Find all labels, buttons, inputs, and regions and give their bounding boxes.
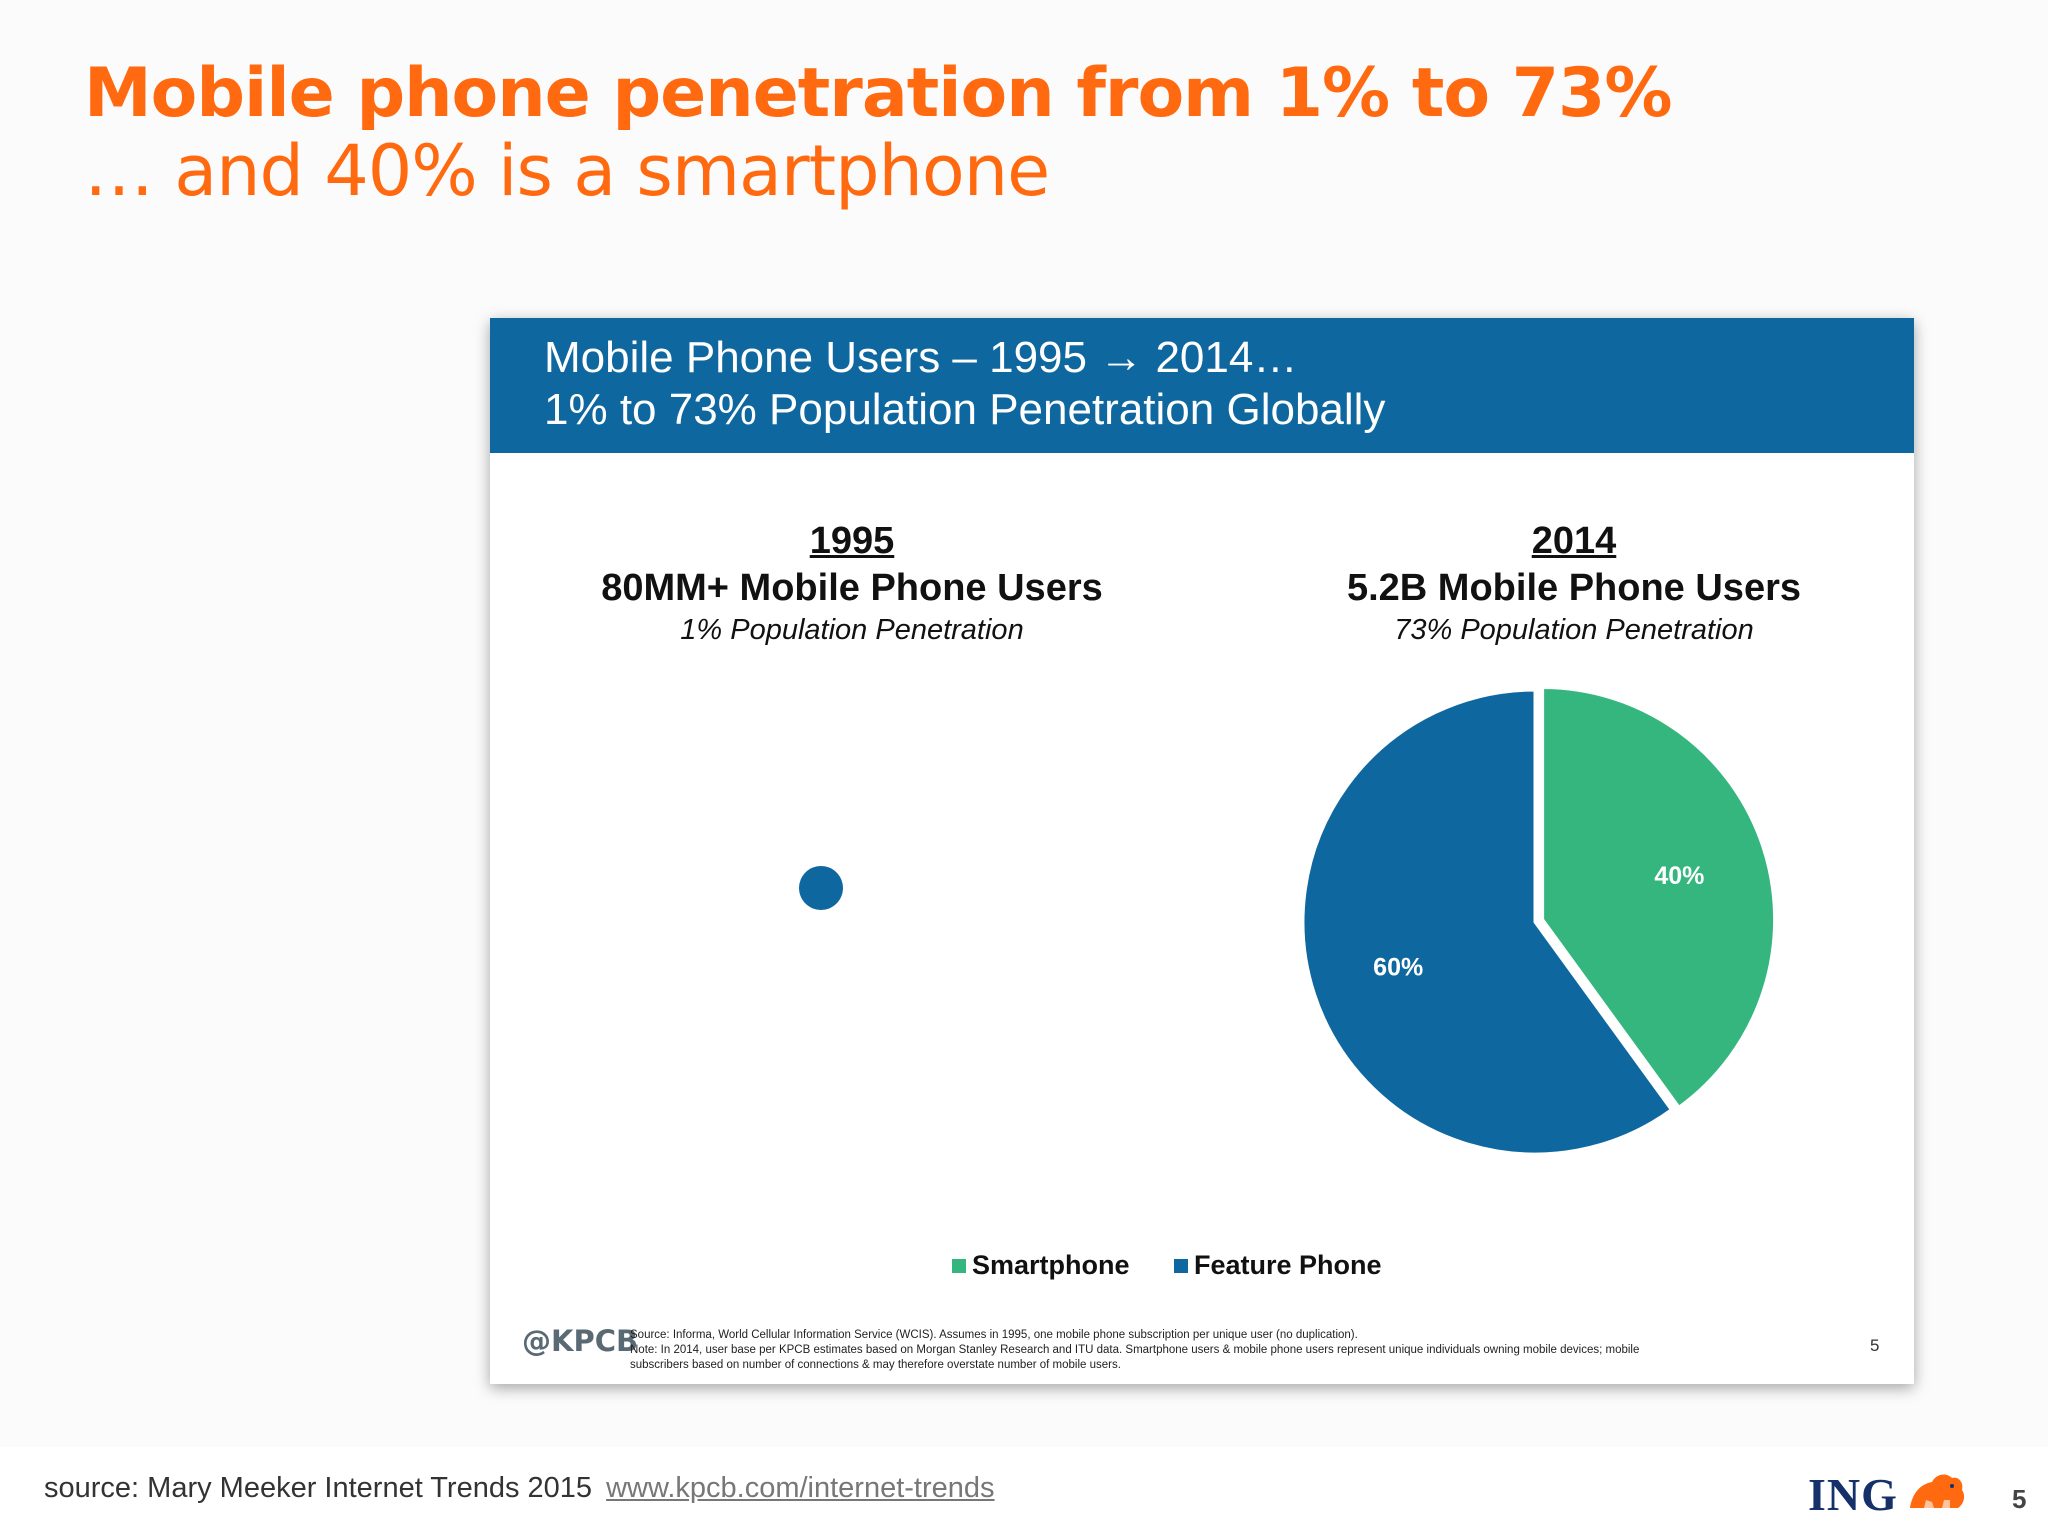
- legend-label-feature-phone: Feature Phone: [1194, 1250, 1382, 1280]
- source-caption: source: Mary Meeker Internet Trends 2015…: [44, 1472, 995, 1505]
- slide-subtitle: … and 40% is a smartphone: [84, 130, 1050, 212]
- source-text: source: Mary Meeker Internet Trends 2015: [44, 1472, 593, 1504]
- source-link[interactable]: www.kpcb.com/internet-trends: [606, 1472, 995, 1504]
- penetration-label-1995: 1% Population Penetration: [680, 614, 1024, 646]
- slide-title: Mobile phone penetration from 1% to 73%: [84, 54, 1672, 133]
- source-notes: Source: Informa, World Cellular Informat…: [630, 1328, 1860, 1373]
- footer-bar: [0, 1447, 2048, 1536]
- panel-header-line-1: Mobile Phone Users – 1995 → 2014…: [544, 333, 1298, 382]
- legend-swatch-smartphone: [952, 1258, 966, 1273]
- kpcb-logo: @KPCB: [522, 1324, 639, 1358]
- ing-logo: ING: [1808, 1469, 1898, 1520]
- pie-chart: 40% 60%: [1301, 686, 1777, 1156]
- penetration-label-2014: 73% Population Penetration: [1394, 614, 1754, 646]
- column-1995: 1995 80MM+ Mobile Phone Users 1% Populat…: [542, 518, 1162, 648]
- legend-item-smartphone: Smartphone: [952, 1250, 1130, 1281]
- year-label-2014: 2014: [1531, 520, 1617, 562]
- source-note-line-2: Note: In 2014, user base per KPCB estima…: [630, 1344, 1640, 1356]
- panel-page-number: 5: [1870, 1336, 1880, 1355]
- pie-slice-feature-phone: [1301, 688, 1674, 1156]
- source-note-line-3: subscribers based on number of connectio…: [630, 1359, 1121, 1371]
- source-note-line-1: Source: Informa, World Cellular Informat…: [630, 1329, 1358, 1341]
- pie-slice-smartphone: [1541, 686, 1777, 1110]
- panel-header: Mobile Phone Users – 1995 → 2014… 1% to …: [490, 318, 1914, 453]
- pie-label-smartphone: 40%: [1654, 862, 1704, 890]
- users-label-1995: 80MM+ Mobile Phone Users: [601, 567, 1103, 609]
- 1995-users-dot: [799, 866, 843, 910]
- year-label-1995: 1995: [809, 520, 895, 562]
- slide-page-number: 5: [2012, 1484, 2027, 1514]
- chart-legend: Smartphone Feature Phone: [490, 1250, 1914, 1290]
- pie-label-feature-phone: 60%: [1373, 953, 1423, 981]
- legend-swatch-feature-phone: [1174, 1258, 1188, 1273]
- legend-item-feature-phone: Feature Phone: [1174, 1250, 1382, 1281]
- legend-label-smartphone: Smartphone: [972, 1250, 1130, 1280]
- column-2014: 2014 5.2B Mobile Phone Users 73% Populat…: [1264, 518, 1884, 648]
- users-label-2014: 5.2B Mobile Phone Users: [1346, 567, 1801, 609]
- chart-panel: Mobile Phone Users – 1995 → 2014… 1% to …: [490, 318, 1914, 1384]
- ing-lion-icon: [1910, 1474, 1965, 1508]
- panel-header-line-2: 1% to 73% Population Penetration Globall…: [544, 385, 1386, 434]
